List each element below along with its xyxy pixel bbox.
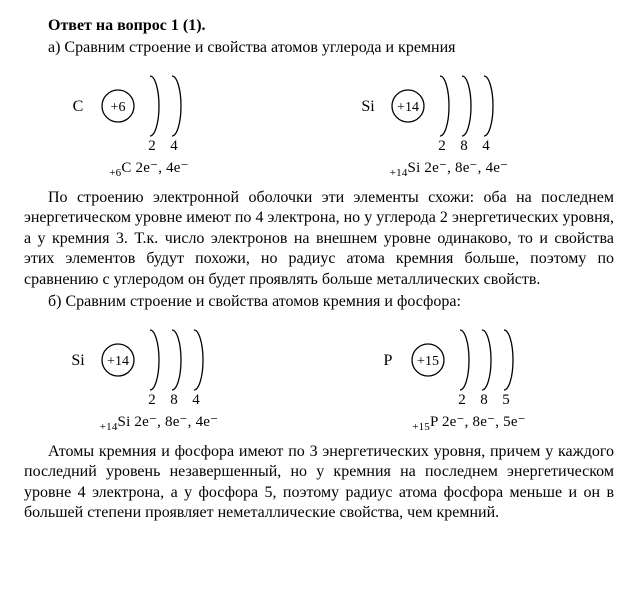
phosphorus-config-sym: P: [430, 414, 438, 430]
svg-text:8: 8: [480, 392, 488, 408]
carbon-config-pre: +6: [109, 167, 121, 179]
section-a-intro: а) Сравним строение и свойства атомов уг…: [24, 38, 614, 58]
diagram-row-1: C+624 +6C 2e⁻, 4e⁻ Si+14284 +14Si 2e⁻, 8…: [64, 69, 614, 180]
svg-text:4: 4: [170, 138, 178, 154]
atom-carbon-svg: C +6 24: [64, 69, 234, 155]
svg-text:Si: Si: [71, 352, 85, 369]
svg-text:4: 4: [482, 138, 490, 154]
svg-text:+14: +14: [397, 100, 419, 115]
svg-text:P: P: [384, 352, 393, 369]
atom-carbon: C+624 +6C 2e⁻, 4e⁻: [64, 69, 234, 180]
atom-phosphorus-svg: P +15 285: [374, 323, 564, 409]
silicon2-config-sym: Si: [118, 414, 131, 430]
atom-silicon-1: Si+14284 +14Si 2e⁻, 8e⁻, 4e⁻: [354, 69, 544, 180]
svg-text:8: 8: [170, 392, 178, 408]
svg-text:+6: +6: [111, 100, 126, 115]
silicon1-config-sym: Si: [408, 160, 421, 176]
atom-silicon-2-config: +14Si 2e⁻, 8e⁻, 4e⁻: [100, 413, 219, 434]
paragraph-1: По строению электронной оболочки эти эле…: [24, 188, 614, 290]
atom-carbon-config: +6C 2e⁻, 4e⁻: [109, 159, 189, 180]
svg-text:4: 4: [192, 392, 200, 408]
paragraph-2: Атомы кремния и фосфора имеют по 3 энерг…: [24, 442, 614, 524]
atom-silicon-1-config: +14Si 2e⁻, 8e⁻, 4e⁻: [390, 159, 509, 180]
atom-silicon-1-svg: Si +14 284: [354, 69, 544, 155]
svg-text:Si: Si: [361, 98, 375, 115]
atom-phosphorus: P+15285 +15P 2e⁻, 8e⁻, 5e⁻: [374, 323, 564, 434]
svg-text:2: 2: [148, 138, 156, 154]
svg-text:5: 5: [502, 392, 510, 408]
svg-text:2: 2: [148, 392, 156, 408]
phosphorus-config-body: 2e⁻, 8e⁻, 5e⁻: [438, 414, 526, 430]
atom-phosphorus-config: +15P 2e⁻, 8e⁻, 5e⁻: [412, 413, 526, 434]
svg-text:C: C: [73, 98, 84, 115]
atom-silicon-2: Si+14284 +14Si 2e⁻, 8e⁻, 4e⁻: [64, 323, 254, 434]
svg-text:8: 8: [460, 138, 468, 154]
diagram-row-2: Si+14284 +14Si 2e⁻, 8e⁻, 4e⁻ P+15285 +15…: [64, 323, 614, 434]
silicon2-config-pre: +14: [100, 421, 118, 433]
svg-text:2: 2: [458, 392, 466, 408]
silicon1-config-pre: +14: [390, 167, 408, 179]
svg-text:+15: +15: [417, 354, 439, 369]
svg-text:2: 2: [438, 138, 446, 154]
silicon2-config-body: 2e⁻, 8e⁻, 4e⁻: [130, 414, 218, 430]
atom-silicon-2-svg: Si +14 284: [64, 323, 254, 409]
phosphorus-config-pre: +15: [412, 421, 430, 433]
page: Ответ на вопрос 1 (1). а) Сравним строен…: [0, 0, 638, 544]
carbon-config-body: 2e⁻, 4e⁻: [132, 160, 189, 176]
answer-title: Ответ на вопрос 1 (1).: [24, 16, 614, 36]
section-b-intro: б) Сравним строение и свойства атомов кр…: [24, 292, 614, 312]
carbon-config-sym: C: [121, 160, 131, 176]
silicon1-config-body: 2e⁻, 8e⁻, 4e⁻: [420, 160, 508, 176]
svg-text:+14: +14: [107, 354, 129, 369]
